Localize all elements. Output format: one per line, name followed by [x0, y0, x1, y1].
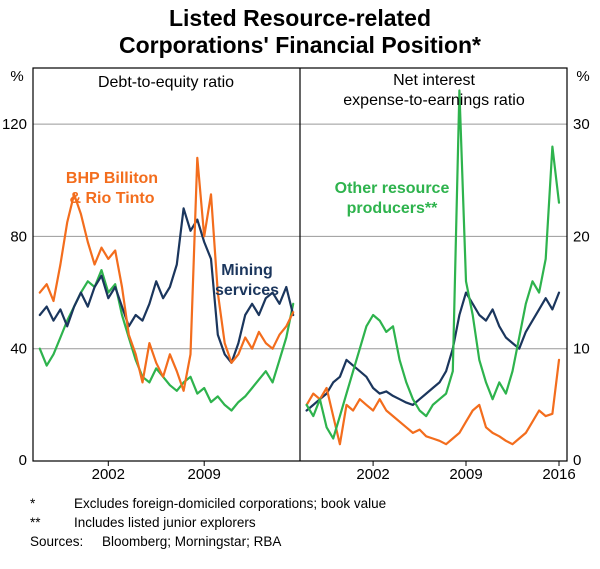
- svg-text:%: %: [10, 68, 23, 85]
- series-label-mining-line1: Mining: [221, 262, 273, 279]
- panel-title-debt-to-equity: Debt-to-equity ratio: [46, 73, 286, 93]
- series-label-other-line1: Other resource: [334, 180, 450, 197]
- panel-title-net-interest: Net interest expense-to-earnings ratio: [314, 71, 554, 111]
- chart-title-line2: Corporations' Financial Position*: [118, 32, 481, 58]
- svg-text:2016: 2016: [542, 466, 575, 483]
- sources-line: Sources: Bloomberg; Morningstar; RBA: [0, 532, 600, 551]
- series-label-bhp-line1: BHP Billiton: [65, 170, 159, 187]
- sources-text: Bloomberg; Morningstar; RBA: [102, 534, 282, 549]
- panel-title-right-line2: expense-to-earnings ratio: [343, 92, 525, 109]
- panel-title-left-line1: Debt-to-equity ratio: [97, 74, 235, 91]
- chart-area: 0 40 80 120 2002 2009% 0 10 20 30 2002 2009 2016% De…: [0, 61, 600, 486]
- footnote-1-text: Excludes foreign-domiciled corporations;…: [74, 496, 387, 511]
- svg-text:0: 0: [19, 452, 27, 469]
- svg-text:20: 20: [573, 228, 590, 245]
- footnote-2: ** Includes listed junior explorers: [0, 513, 600, 532]
- footnotes: * Excludes foreign-domiciled corporation…: [0, 486, 600, 551]
- series-label-bhp-rio-tinto: BHP Billiton & Rio Tinto: [22, 169, 202, 209]
- svg-text:120: 120: [2, 116, 27, 133]
- footnote-1-symbol: *: [30, 496, 36, 511]
- svg-text:0: 0: [573, 452, 581, 469]
- panel-title-right-line1: Net interest: [393, 72, 475, 89]
- svg-text:80: 80: [10, 228, 27, 245]
- series-label-bhp-line2: & Rio Tinto: [69, 190, 155, 207]
- svg-text:10: 10: [573, 341, 590, 358]
- series-label-other-resource-producers: Other resource producers**: [302, 179, 482, 219]
- series-label-mining-services: Mining services: [157, 261, 337, 301]
- series-label-other-line2: producers**: [346, 200, 438, 217]
- svg-text:2009: 2009: [449, 466, 482, 483]
- svg-text:%: %: [576, 68, 589, 85]
- sources-label: Sources:: [30, 534, 84, 549]
- footnote-1: * Excludes foreign-domiciled corporation…: [0, 494, 600, 513]
- footnote-2-text: Includes listed junior explorers: [74, 515, 256, 530]
- svg-text:2009: 2009: [188, 466, 221, 483]
- svg-text:2002: 2002: [356, 466, 389, 483]
- svg-text:30: 30: [573, 116, 590, 133]
- svg-text:2002: 2002: [92, 466, 125, 483]
- chart-canvas: 0 40 80 120 2002 2009% 0 10 20 30 2002 2009 2016%: [2, 67, 590, 483]
- footnote-2-symbol: **: [30, 515, 41, 530]
- svg-text:40: 40: [10, 341, 27, 358]
- chart-title-line1: Listed Resource-related: [168, 5, 432, 31]
- chart-title: Listed Resource-related Corporations' Fi…: [0, 0, 600, 59]
- series-label-mining-line2: services: [214, 282, 280, 299]
